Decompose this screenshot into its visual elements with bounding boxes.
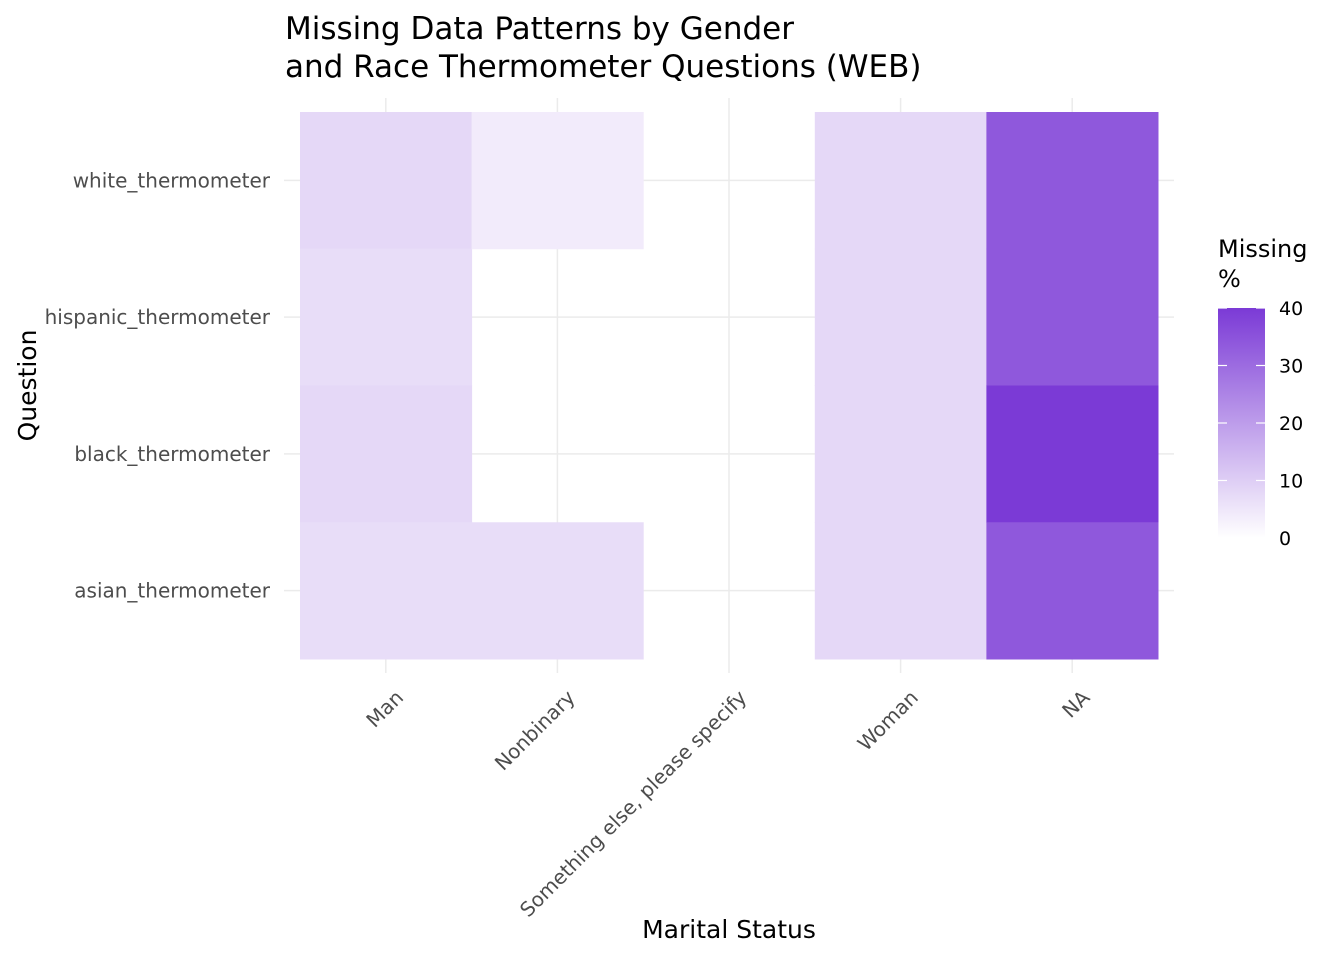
heatmap-cell xyxy=(986,522,1159,660)
legend-title-line: % xyxy=(1218,265,1241,293)
heatmap-cell xyxy=(986,112,1159,250)
heatmap-cell xyxy=(814,248,987,386)
y-tick-label: white_thermometer xyxy=(73,168,271,192)
y-tick-label: hispanic_thermometer xyxy=(45,305,271,329)
y-tick-labels: white_thermometer hispanic_thermometerbla… xyxy=(45,168,271,602)
heatmap-cell xyxy=(300,385,473,523)
heatmap-cell xyxy=(814,385,987,523)
y-axis-title: Question xyxy=(13,330,42,442)
legend-title-line: Missing xyxy=(1218,235,1308,263)
heatmap-cells xyxy=(300,112,1159,660)
x-tick-label: Nonbinary xyxy=(490,685,580,775)
x-tick-label: Man xyxy=(361,685,408,732)
legend-tick-label: 40 xyxy=(1279,298,1303,320)
heatmap-cell xyxy=(986,248,1159,386)
chart-title-line: Missing Data Patterns by Gender xyxy=(285,11,794,47)
x-tick-label: Woman xyxy=(853,685,923,755)
heatmap-cell xyxy=(471,522,644,660)
x-tick-label: NA xyxy=(1057,685,1094,722)
heatmap-cell xyxy=(300,522,473,660)
chart-title: Missing Data Patterns by Gender and Race … xyxy=(285,11,921,85)
chart-title-line: and Race Thermometer Questions (WEB) xyxy=(285,49,921,85)
heatmap-cell xyxy=(300,112,473,250)
legend-title: Missing% xyxy=(1218,235,1308,293)
legend-ticks: 0 10 20 30 40 xyxy=(1218,298,1303,550)
heatmap-cell xyxy=(814,522,987,660)
heatmap-cell xyxy=(986,385,1159,523)
x-axis-title: Marital Status xyxy=(642,915,816,944)
heatmap-cell xyxy=(300,248,473,386)
heatmap-cell xyxy=(471,112,644,250)
legend-tick-label: 0 xyxy=(1279,528,1291,550)
legend-tick-label: 10 xyxy=(1279,471,1303,493)
heatmap-cell xyxy=(814,112,987,250)
y-tick-label: asian_thermometer xyxy=(74,579,271,603)
y-tick-label: black_thermometer xyxy=(74,442,270,466)
legend-tick-label: 30 xyxy=(1279,356,1303,378)
legend-tick-label: 20 xyxy=(1279,413,1303,435)
color-legend: Missing% 0 10 20 30 40 xyxy=(1218,235,1308,550)
